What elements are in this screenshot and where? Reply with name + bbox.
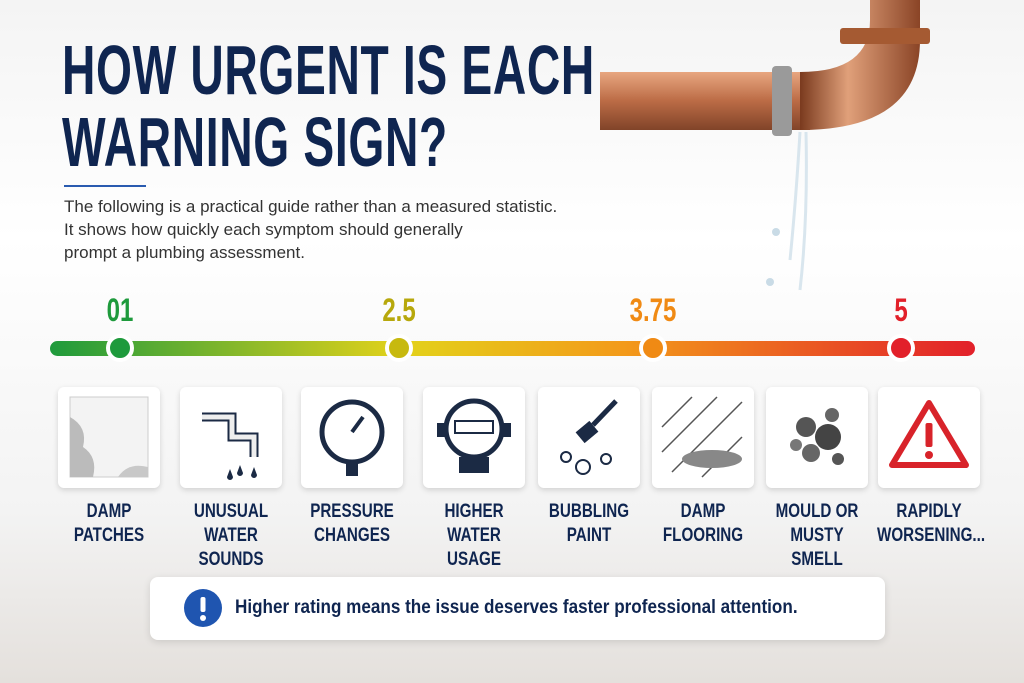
sign-icon: [437, 398, 511, 473]
scale-marker: 01: [106, 292, 134, 328]
sign-label: PRESSURE CHANGES: [300, 500, 404, 548]
sign-label-line: HIGHER: [444, 501, 504, 522]
title-line: WARNING SIGN?: [62, 103, 448, 181]
sign-label-line: WATER USAGE: [446, 525, 502, 570]
title: HOW URGENT IS EACH WARNING SIGN?: [62, 34, 595, 178]
sign-card: [652, 387, 754, 488]
sign-icon: [889, 400, 969, 468]
sign-label-line: DAMP: [680, 501, 726, 522]
sign-label: UNUSUAL WATER SOUNDS: [179, 500, 283, 572]
sign-label: BUBBLING PAINT: [537, 500, 641, 548]
sign-label-line: WATER SOUNDS: [198, 525, 264, 570]
sign-icon: [69, 396, 149, 478]
sign-label-line: MUSTY SMELL: [790, 525, 844, 570]
sign-icon: [560, 399, 618, 475]
description-line: prompt a plumbing assessment.: [64, 243, 305, 262]
sign-icon: [790, 408, 844, 465]
sign-label-line: FLOORING: [662, 525, 744, 546]
description-line: It shows how quickly each symptom should…: [64, 220, 463, 239]
sign-card: [538, 387, 640, 488]
sign-label-line: UNUSUAL: [193, 501, 269, 522]
sign-label: HIGHER WATER USAGE: [422, 500, 526, 572]
sign-card: [301, 387, 403, 488]
sign-card: [180, 387, 282, 488]
footer-note: Higher rating means the issue deserves f…: [235, 597, 798, 618]
divider: [64, 185, 146, 187]
sign-label-line: PATCHES: [73, 525, 145, 546]
sign-label: MOULD OR MUSTY SMELL: [765, 500, 869, 572]
sign-label-line: PAINT: [566, 525, 612, 546]
sign-label: DAMP FLOORING: [651, 500, 755, 548]
sign-label-line: BUBBLING: [548, 501, 630, 522]
sign-label-line: DAMP: [86, 501, 132, 522]
sign-card: [423, 387, 525, 488]
description-line: The following is a practical guide rathe…: [64, 197, 558, 216]
sign-icon: [202, 412, 259, 480]
title-line: HOW URGENT IS EACH: [62, 31, 595, 109]
sign-label-line: MOULD OR: [775, 501, 859, 522]
sign-label-line: WORSENING...: [877, 525, 986, 546]
scale-marker: 5: [894, 292, 908, 328]
sign-label-line: RAPIDLY: [896, 501, 962, 522]
sign-card: [878, 387, 980, 488]
sign-card: [58, 387, 160, 488]
sign-label-line: PRESSURE: [310, 501, 394, 522]
sign-label: DAMP PATCHES: [57, 500, 161, 548]
info-icon: [184, 589, 222, 627]
sign-icon: [319, 399, 385, 476]
banner: [150, 577, 885, 640]
scale-marker: 3.75: [629, 292, 677, 328]
sign-label-line: CHANGES: [313, 525, 390, 546]
sign-icon: [661, 396, 743, 478]
scale-marker: 2.5: [382, 292, 416, 328]
sign-card: [766, 387, 868, 488]
sign-label: RAPIDLY WORSENING...: [877, 500, 986, 548]
description: The following is a practical guide rathe…: [64, 195, 557, 264]
